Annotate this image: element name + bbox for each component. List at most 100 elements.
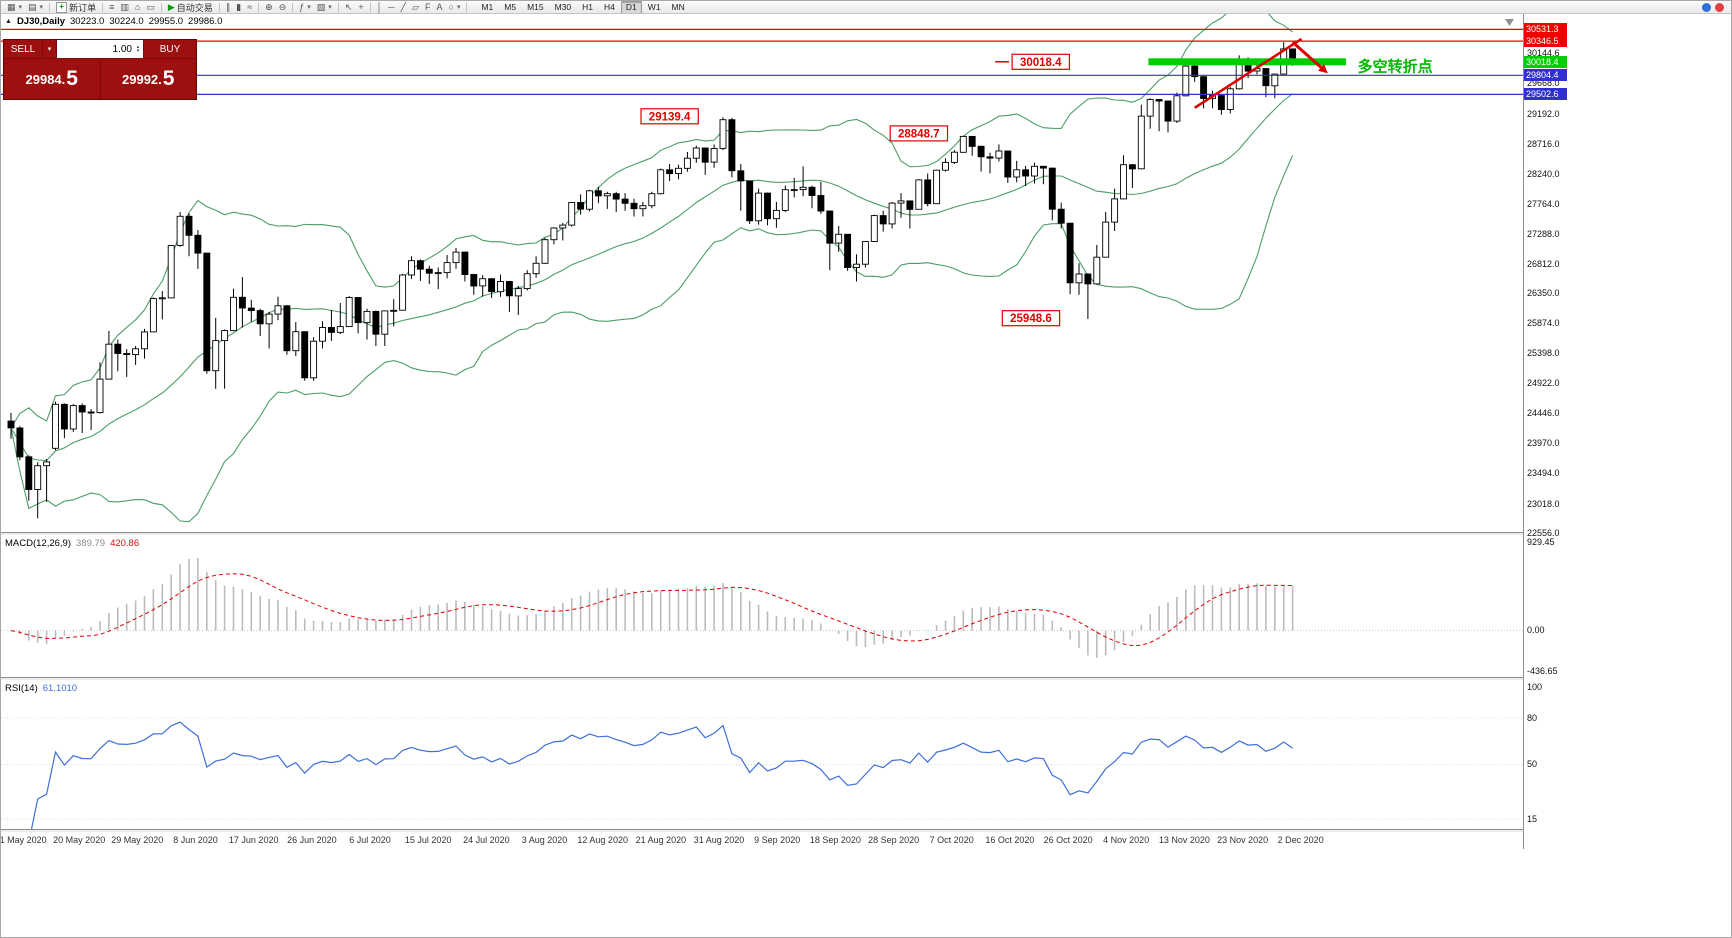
- date-label: 23 Nov 2020: [1217, 835, 1269, 845]
- price-axis[interactable]: 30144.6 29668.0 29192.0 28716.0 28240.0 27764…: [1523, 14, 1567, 849]
- toolbar-separator: [369, 2, 371, 12]
- price-tick: 29668.0: [1527, 78, 1560, 89]
- market-watch-button[interactable]: ≡: [106, 1, 117, 13]
- high-value: 30224.0: [109, 16, 144, 27]
- price-annotation[interactable]: 28848.7: [889, 125, 949, 142]
- equidistant-channel-button[interactable]: ▱: [409, 1, 422, 13]
- timeframe-m5-button[interactable]: M5: [504, 1, 517, 12]
- chart-profiles-dropdown-icon[interactable]: ▾: [39, 4, 44, 11]
- zoom-out-button[interactable]: ⊖: [276, 1, 290, 13]
- templates-button[interactable]: ▨ ▾: [314, 1, 335, 13]
- price-annotation[interactable]: 29139.4: [640, 108, 699, 125]
- turning-point-zone[interactable]: [1148, 58, 1346, 66]
- terminal-button[interactable]: ▭: [143, 1, 158, 13]
- pane-separator[interactable]: [1, 532, 1567, 535]
- chart-profiles-button[interactable]: ▤ ▾: [25, 1, 46, 13]
- one-click-trading-panel: SELL ▾ 1.00 ▴ ▾ BUY 29984. 5 29992. 5: [3, 39, 197, 100]
- new-chart-dropdown-icon[interactable]: ▾: [18, 4, 23, 11]
- templates-dropdown-icon[interactable]: ▾: [328, 4, 332, 11]
- arrow-objects-dropdown-icon[interactable]: ▾: [456, 4, 461, 11]
- toolbar: ▦ ▾ ▤ ▾ + 新订单 ≡ ▥ ⌂ ▭ ▶ 自动交易 ∥ ▮ ≈ ⊕ ⊖ ƒ ▾ ▨ ▾ ↖ + │ ─ ╱ ▱ F A ○ ▾ M1 M…: [1, 1, 1731, 14]
- price-level-label: 30346.5: [1524, 35, 1567, 48]
- price-annotation[interactable]: 30018.4: [995, 53, 1070, 70]
- new-order-label: 新订单: [69, 2, 97, 13]
- annotation-note-text[interactable]: 多空转折点: [1358, 57, 1433, 75]
- date-label: 16 Oct 2020: [985, 835, 1035, 845]
- macd-svg[interactable]: [1, 535, 1523, 677]
- indicators-button[interactable]: ƒ ▾: [296, 1, 314, 13]
- time-axis[interactable]: 11 May 2020 20 May 2020 29 May 2020 8 Jun 2…: [1, 832, 1523, 849]
- navigator-button[interactable]: ⌂: [132, 1, 143, 13]
- macd-value: 389.79: [76, 538, 106, 549]
- data-window-button[interactable]: ▥: [117, 1, 132, 13]
- timeframe-mn-button[interactable]: MN: [671, 1, 685, 12]
- reversal-arrow-head: [1318, 64, 1328, 74]
- trend-line-button[interactable]: ╱: [398, 1, 409, 13]
- low-value: 29955.0: [148, 16, 184, 27]
- sell-dropdown-icon[interactable]: ▾: [42, 40, 57, 58]
- date-label: 12 Aug 2020: [577, 835, 628, 845]
- date-label: 26 Jun 2020: [287, 835, 337, 845]
- panel-toggle-icon[interactable]: ▲: [5, 18, 12, 25]
- text-label-button[interactable]: A: [433, 1, 445, 13]
- line-chart-button[interactable]: ≈: [244, 1, 255, 13]
- crosshair-button[interactable]: +: [355, 1, 366, 13]
- indicators-dropdown-icon[interactable]: ▾: [307, 4, 311, 11]
- price-level-label: 29804.4: [1524, 69, 1567, 82]
- text-label-icon: A: [436, 2, 443, 12]
- sell-price[interactable]: 29984. 5: [4, 59, 101, 99]
- macd-histogram: [19, 557, 1294, 658]
- candlestick-chart-icon: ▮: [236, 2, 242, 12]
- main-chart-svg[interactable]: 30018.4 29139.4 28848.7 25948.6 多空转折点: [1, 14, 1523, 532]
- volume-field[interactable]: 1.00 ▴ ▾: [57, 40, 143, 58]
- svg-text:25948.6: 25948.6: [1010, 313, 1052, 325]
- rsi-svg[interactable]: [1, 680, 1523, 829]
- volume-down-icon[interactable]: ▾: [136, 48, 140, 54]
- volume-value[interactable]: 1.00: [112, 43, 132, 55]
- new-order-button[interactable]: + 新订单: [53, 1, 99, 13]
- buy-button[interactable]: BUY: [143, 40, 196, 58]
- chart-window[interactable]: 30018.4 29139.4 28848.7 25948.6 多空转折点 ▲ DJ30…: [1, 14, 1567, 849]
- vertical-line-button[interactable]: │: [374, 1, 386, 13]
- timeframe-d1-button[interactable]: D1: [620, 1, 642, 13]
- candlestick-chart-button[interactable]: ▮: [233, 1, 244, 13]
- date-label: 17 Jun 2020: [228, 835, 279, 845]
- fibonacci-button[interactable]: F: [422, 1, 434, 13]
- timeframe-w1-button[interactable]: W1: [647, 1, 661, 12]
- cursor-icon: ↖: [344, 2, 353, 12]
- date-label: 13 Nov 2020: [1158, 835, 1210, 845]
- crosshair-icon: +: [358, 2, 364, 12]
- alerts-icon[interactable]: [1715, 2, 1724, 12]
- buy-price[interactable]: 29992. 5: [122, 67, 175, 90]
- pane-separator[interactable]: [1, 677, 1567, 680]
- reversal-arrow[interactable]: [1291, 40, 1323, 69]
- sell-button[interactable]: SELL: [10, 43, 36, 55]
- volume-up-icon[interactable]: ▴: [136, 44, 140, 50]
- macd-signal-value: 420.86: [110, 538, 140, 549]
- timeframe-m30-button[interactable]: M30: [554, 1, 572, 12]
- macd-axis-tick: 0.00: [1527, 625, 1545, 636]
- arrow-objects-button[interactable]: ○ ▾: [446, 1, 464, 13]
- scroll-to-end-marker[interactable]: [1505, 19, 1514, 26]
- help-icon[interactable]: [1702, 2, 1711, 12]
- macd-name: MACD(12,26,9): [5, 538, 71, 549]
- price-tick: 27288.0: [1527, 228, 1560, 239]
- timeframe-h4-button[interactable]: H4: [604, 1, 615, 12]
- date-label: 7 Oct 2020: [929, 835, 974, 845]
- date-label: 9 Sep 2020: [754, 835, 801, 845]
- chart-profiles-icon: ▤: [28, 2, 37, 12]
- price-tick: 29192.0: [1527, 108, 1560, 119]
- new-chart-button[interactable]: ▦ ▾: [4, 1, 25, 13]
- price-annotation[interactable]: 25948.6: [1001, 310, 1061, 327]
- timeframe-h1-button[interactable]: H1: [582, 1, 594, 12]
- volume-spinner[interactable]: ▴ ▾: [134, 44, 142, 54]
- toolbar-separator: [102, 2, 104, 12]
- cursor-button[interactable]: ↖: [342, 1, 356, 13]
- trend-line-object[interactable]: [1193, 37, 1303, 109]
- horizontal-line-button[interactable]: ─: [385, 1, 397, 13]
- zoom-in-button[interactable]: ⊕: [262, 1, 276, 13]
- bar-chart-button[interactable]: ∥: [223, 1, 234, 13]
- timeframe-m15-button[interactable]: M15: [527, 1, 544, 12]
- timeframe-m1-button[interactable]: M1: [481, 1, 494, 12]
- auto-trading-button[interactable]: ▶ 自动交易: [165, 1, 216, 13]
